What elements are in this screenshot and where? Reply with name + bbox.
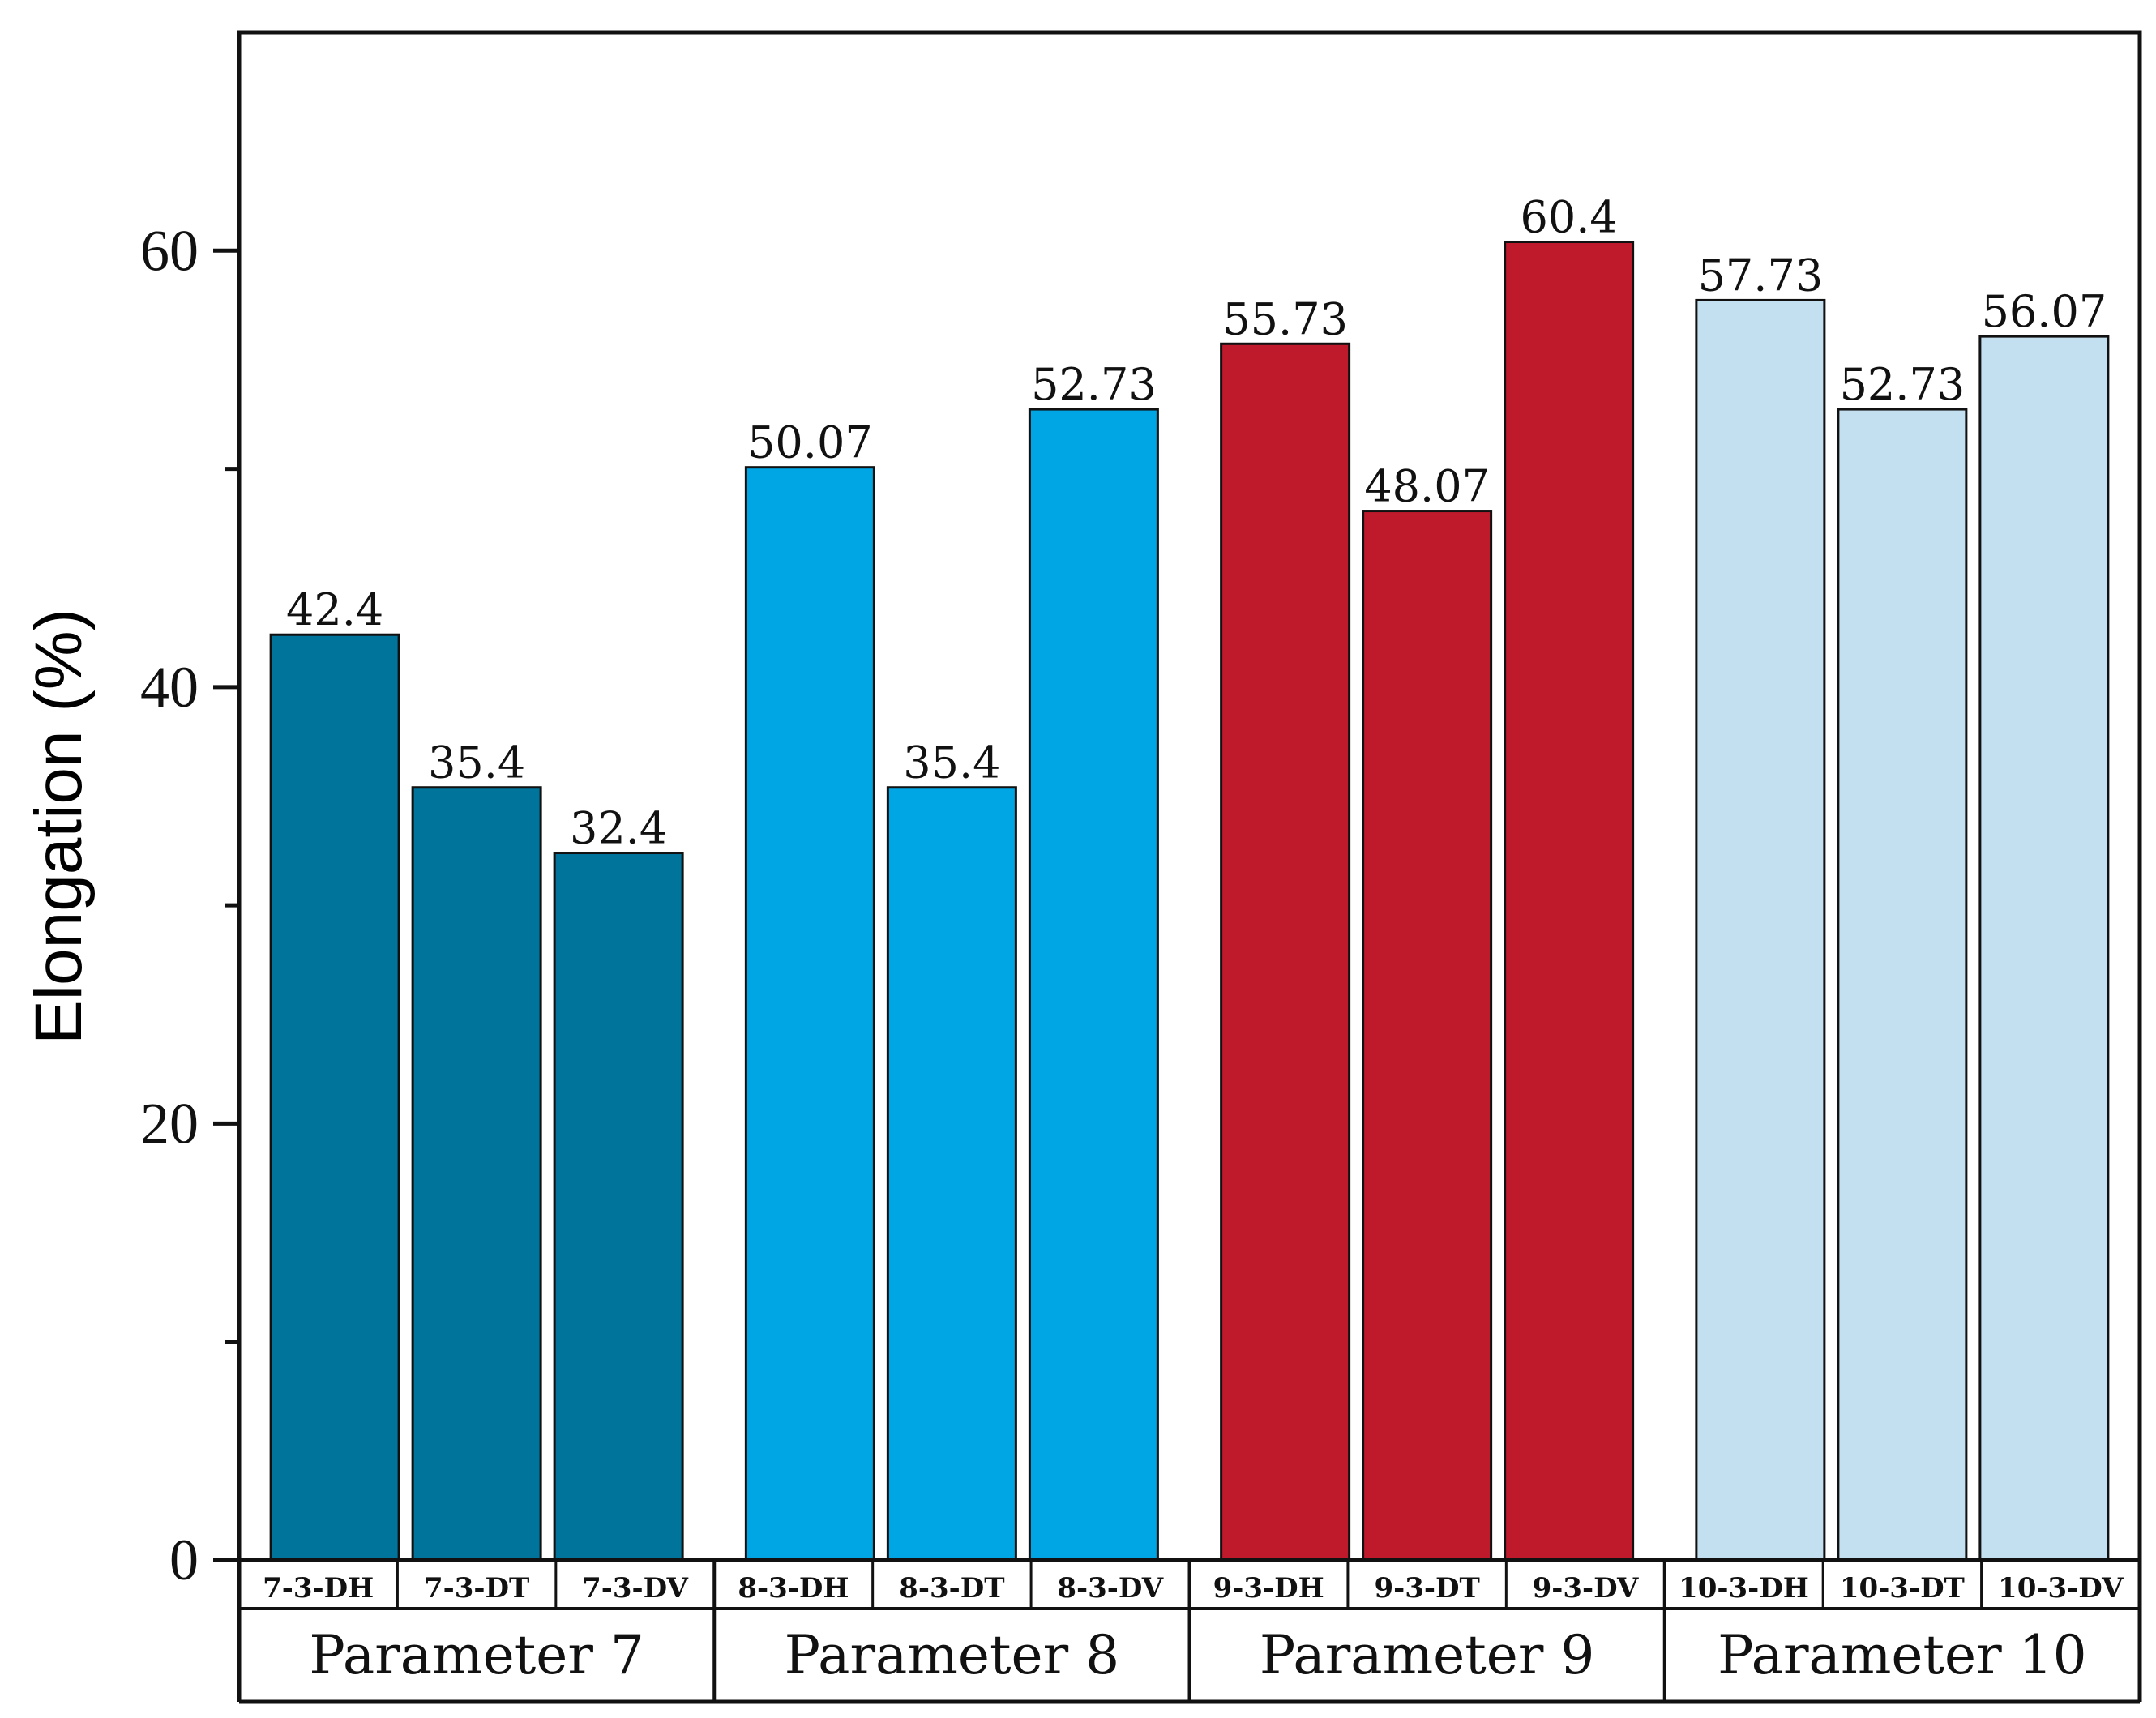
bar-value-label: 56.07 bbox=[1982, 286, 2107, 337]
bar bbox=[1978, 335, 2110, 1562]
y-tick-label: 60 bbox=[140, 218, 199, 283]
category-table: 7-3-DH 7-3-DT 7-3-DV Parameter 7 8-3-DH 8-3-D… bbox=[237, 1560, 2142, 1704]
sample-label: 8-3-DV bbox=[1057, 1572, 1163, 1605]
bar bbox=[1220, 342, 1351, 1562]
bar-value-label: 35.4 bbox=[428, 737, 525, 788]
group-label: Parameter 9 bbox=[1260, 1624, 1594, 1686]
sample-label: 9-3-DH bbox=[1213, 1572, 1324, 1605]
bar-value-label: 48.07 bbox=[1364, 461, 1490, 512]
sample-label: 8-3-DT bbox=[899, 1572, 1004, 1605]
bar bbox=[553, 852, 684, 1562]
bar-value-label: 32.4 bbox=[570, 803, 667, 854]
bar bbox=[411, 786, 542, 1562]
bar bbox=[744, 466, 875, 1562]
bar bbox=[1028, 408, 1159, 1562]
bar bbox=[886, 786, 1017, 1562]
bar bbox=[1695, 298, 1826, 1562]
bar-value-label: 52.73 bbox=[1031, 359, 1157, 410]
bar-value-label: 50.07 bbox=[747, 417, 873, 468]
sample-label: 7-3-DV bbox=[582, 1572, 688, 1605]
sample-label: 7-3-DT bbox=[424, 1572, 529, 1605]
group-label: Parameter 10 bbox=[1718, 1624, 2086, 1686]
sample-label: 10-3-DT bbox=[1840, 1572, 1965, 1605]
bar-value-label: 57.73 bbox=[1698, 250, 1824, 301]
bar bbox=[1504, 241, 1635, 1562]
bar bbox=[1362, 510, 1493, 1562]
bars-group: 42.4 35.4 32.4 50.07 35.4 52.73 55.73 48.07 60.4… bbox=[269, 192, 2110, 1562]
sample-label: 10-3-DV bbox=[1998, 1572, 2124, 1605]
bar-value-label: 42.4 bbox=[286, 584, 383, 635]
bar-value-label: 60.4 bbox=[1521, 192, 1618, 243]
sample-label: 10-3-DH bbox=[1679, 1572, 1809, 1605]
y-tick-label: 40 bbox=[140, 655, 199, 720]
y-axis-label: Elongation (%) bbox=[22, 609, 96, 1045]
group-label: Parameter 8 bbox=[785, 1624, 1119, 1686]
y-tick-label: 0 bbox=[169, 1528, 199, 1592]
bar bbox=[1837, 408, 1968, 1562]
y-tick-label: 20 bbox=[140, 1091, 199, 1156]
group-label: Parameter 7 bbox=[309, 1624, 644, 1686]
sample-label: 9-3-DT bbox=[1374, 1572, 1479, 1605]
sample-label: 8-3-DH bbox=[738, 1572, 849, 1605]
bar-value-label: 35.4 bbox=[903, 737, 1000, 788]
bar-value-label: 52.73 bbox=[1840, 359, 1966, 410]
bar bbox=[269, 633, 400, 1562]
bar-value-label: 55.73 bbox=[1222, 293, 1348, 344]
sample-label: 9-3-DV bbox=[1533, 1572, 1639, 1605]
sample-label: 7-3-DH bbox=[263, 1572, 374, 1605]
